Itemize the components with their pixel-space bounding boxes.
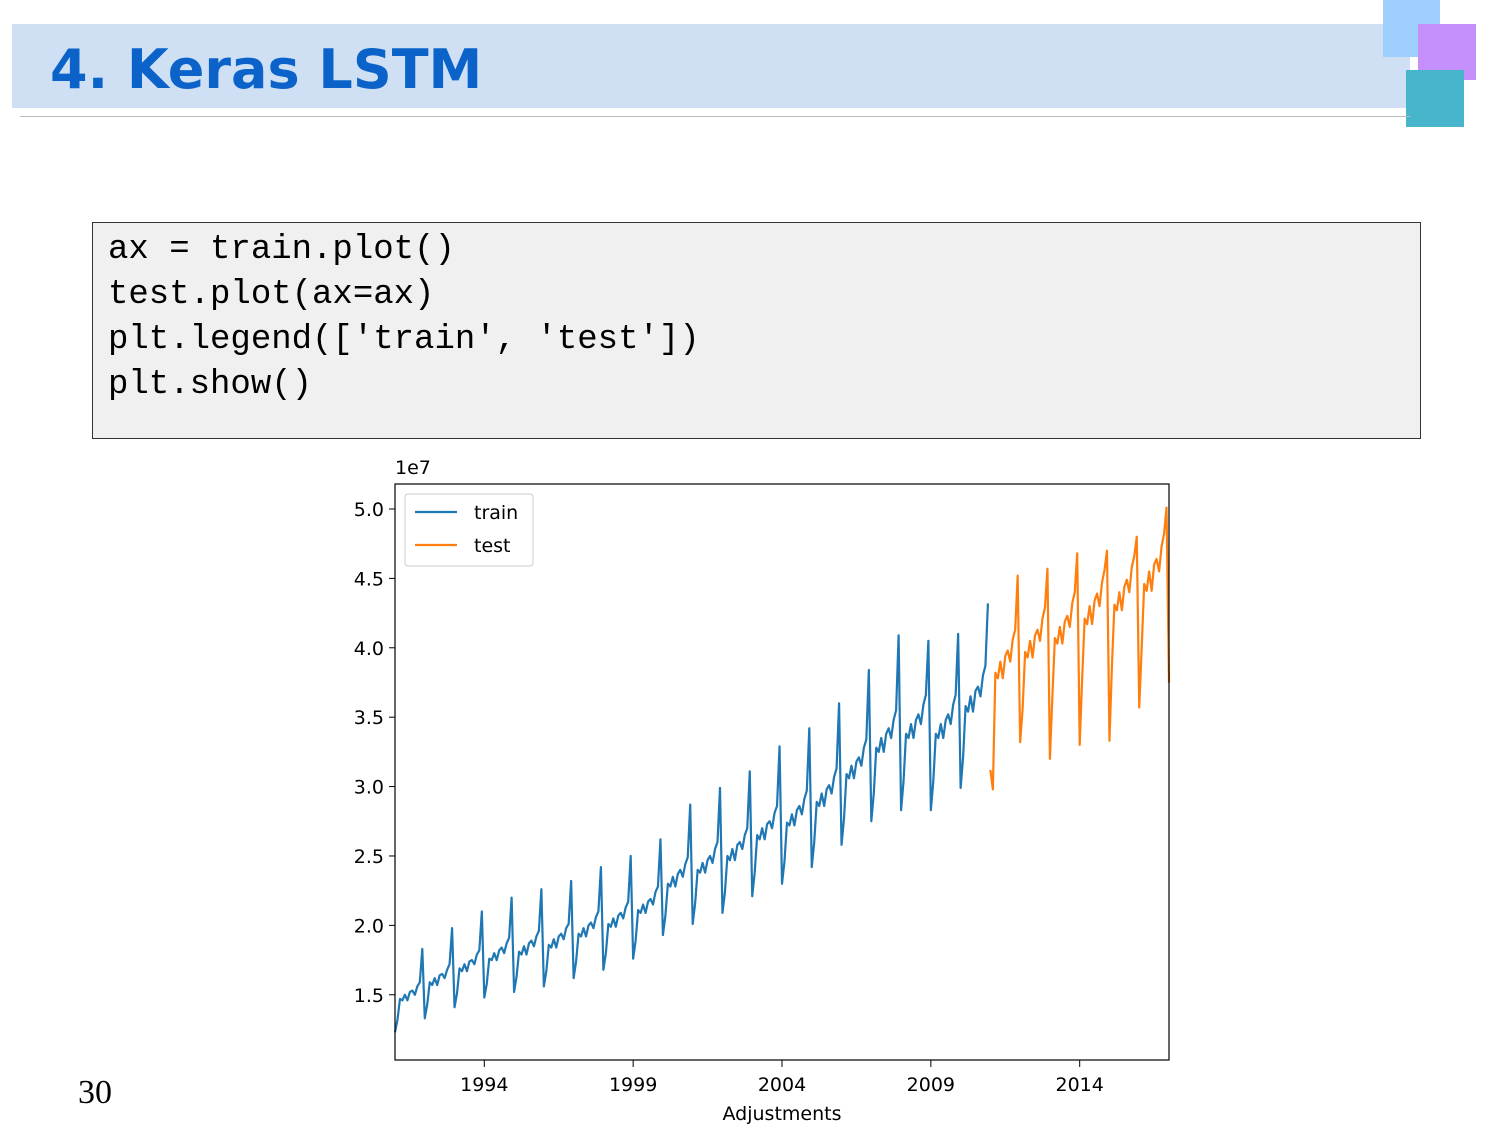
y-tick-label: 4.0 <box>354 638 384 660</box>
code-line: plt.show() <box>108 366 313 404</box>
chart: 1.5 2.0 2.5 3.0 3.5 4.0 4.5 5.0 1994 1999 2004 2009… <box>354 457 1171 1125</box>
code-line: ax = train.plot() <box>108 231 455 269</box>
legend-label: train <box>474 502 518 524</box>
x-tick-label: 1999 <box>609 1074 657 1096</box>
slide-title: 4. Keras LSTM <box>50 38 483 101</box>
divider <box>20 116 1410 117</box>
x-axis-label: Adjustments <box>723 1103 842 1125</box>
series-line <box>393 603 990 1033</box>
code-line: test.plot(ax=ax) <box>108 276 435 314</box>
y-tick-label: 1.5 <box>354 985 384 1007</box>
y-scale-label: 1e7 <box>395 457 431 479</box>
title-bar <box>12 24 1410 108</box>
x-tick-label: 1994 <box>460 1074 508 1096</box>
page-number: 30 <box>78 1074 112 1111</box>
code-block: ax = train.plot() test.plot(ax=ax) plt.leg… <box>92 222 1421 439</box>
x-tick-label: 2014 <box>1056 1074 1104 1096</box>
y-tick-label: 4.5 <box>354 568 384 590</box>
code-line: plt.legend(['train', 'test']) <box>108 321 700 359</box>
x-tick-label: 2009 <box>907 1074 955 1096</box>
y-tick-label: 2.0 <box>354 915 384 937</box>
x-tick-label: 2004 <box>758 1074 806 1096</box>
y-tick-label: 2.5 <box>354 846 384 868</box>
legend-label: test <box>474 535 511 557</box>
deco-square <box>1406 70 1464 127</box>
y-tick-label: 5.0 <box>354 499 384 521</box>
y-tick-label: 3.5 <box>354 707 384 729</box>
y-tick-label: 3.0 <box>354 777 384 799</box>
series-line <box>989 506 1171 791</box>
plot-frame <box>394 483 1170 1061</box>
